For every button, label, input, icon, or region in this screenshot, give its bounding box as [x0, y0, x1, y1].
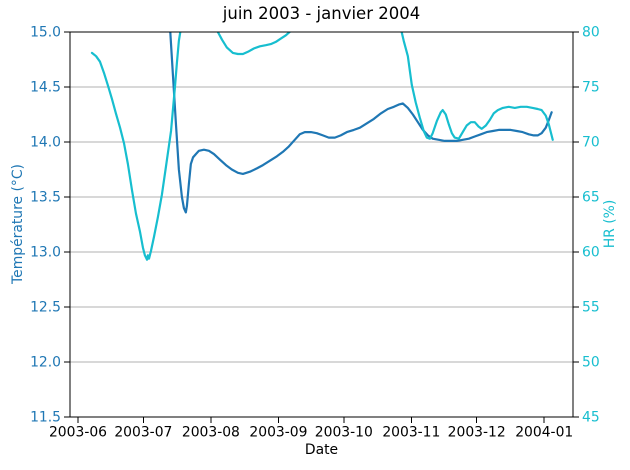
x-tick-label: 2003-06 — [49, 425, 107, 441]
x-tick-label: 2003-10 — [315, 425, 373, 441]
x-tick-label: 2003-12 — [448, 425, 506, 441]
left-tick-label: 15.0 — [30, 25, 61, 41]
plot-border — [69, 31, 574, 418]
x-tick-label: 2003-08 — [182, 425, 240, 441]
right-tick-label: 60 — [582, 245, 600, 261]
x-tick-label: 2003-09 — [249, 425, 307, 441]
x-axis-label: Date — [304, 442, 339, 458]
left-tick-label: 13.0 — [30, 245, 61, 261]
hr-line — [90, 32, 554, 261]
left-tick-label: 11.5 — [30, 410, 61, 426]
left-tick-label: 12.0 — [30, 355, 61, 371]
right-tick-label: 65 — [582, 190, 600, 206]
x-tick-label: 2003-11 — [382, 425, 440, 441]
temperature-line — [169, 32, 553, 214]
right-tick-label: 80 — [582, 25, 600, 41]
right-tick-label: 75 — [582, 80, 600, 96]
right-tick-label: 45 — [582, 410, 600, 426]
right-tick-label: 55 — [582, 300, 600, 316]
left-tick-label: 13.5 — [30, 190, 61, 206]
chart-title: juin 2003 - janvier 2004 — [222, 4, 421, 23]
left-tick-label: 14.0 — [30, 135, 61, 151]
left-tick-label: 12.5 — [30, 300, 61, 316]
left-tick-label: 14.5 — [30, 80, 61, 96]
x-tick-label: 2004-01 — [515, 425, 573, 441]
x-tick-label: 2003-07 — [114, 425, 172, 441]
right-tick-label: 50 — [582, 355, 600, 371]
right-tick-label: 70 — [582, 135, 600, 151]
